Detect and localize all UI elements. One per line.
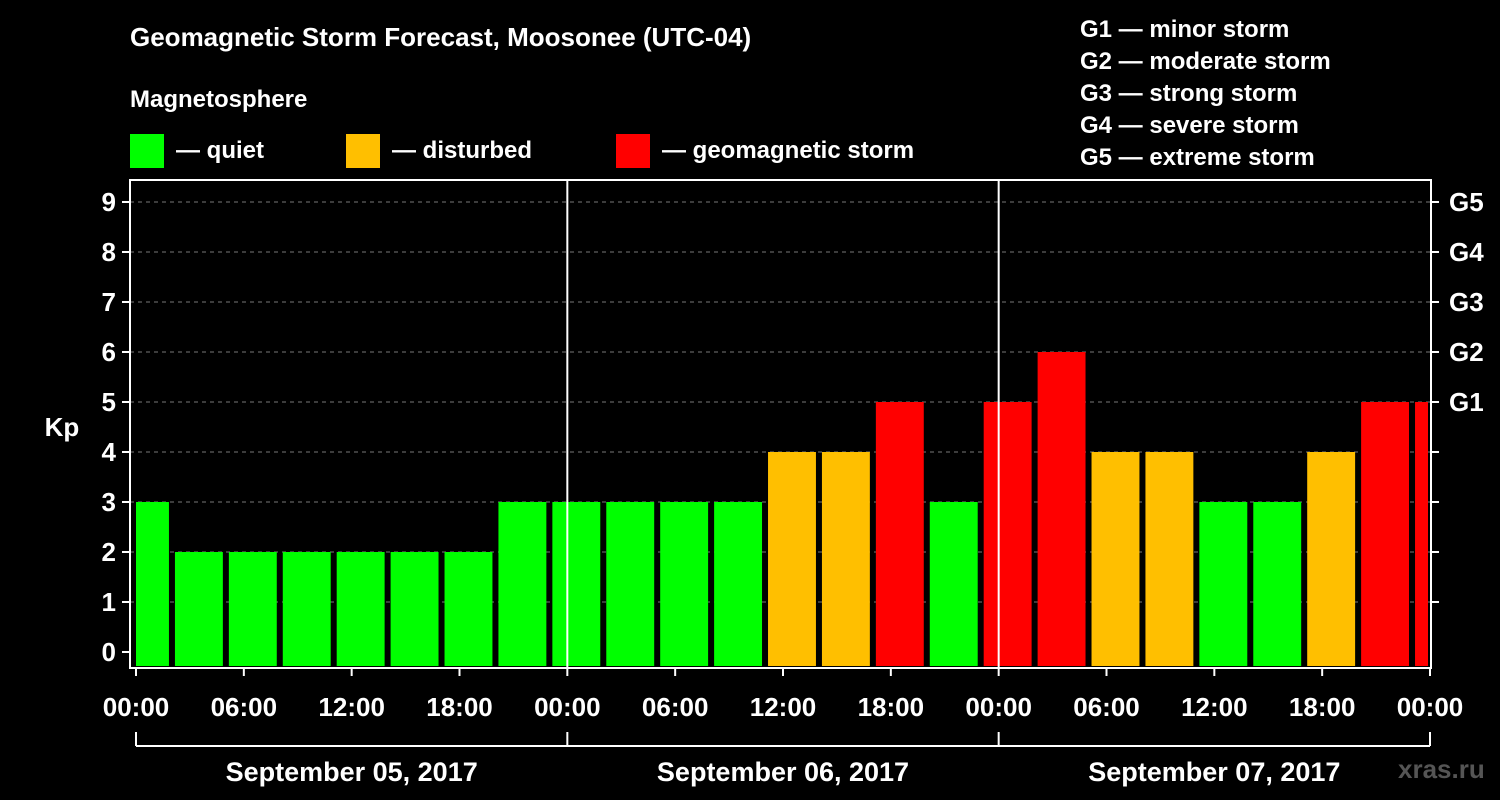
x-tick-label: 18:00 (426, 692, 493, 722)
y-tick-label: 0 (102, 637, 116, 667)
day-label: September 05, 2017 (226, 757, 478, 787)
kp-bar (983, 402, 1032, 666)
watermark: xras.ru (1398, 754, 1485, 784)
x-tick-label: 18:00 (858, 692, 925, 722)
legend-label-disturbed: — disturbed (392, 137, 533, 164)
kp-bar (228, 552, 277, 666)
x-tick-label: 00:00 (534, 692, 601, 722)
plot-frame (129, 179, 1432, 669)
x-tick-label: 18:00 (1289, 692, 1356, 722)
y-tick-label: 3 (102, 487, 116, 517)
y-tick-label: 8 (102, 237, 116, 267)
kp-bar (498, 502, 547, 666)
y-tick-label: 2 (102, 537, 116, 567)
kp-bar (660, 502, 709, 666)
kp-bar (336, 552, 385, 666)
kp-bar (1253, 502, 1302, 666)
kp-bar (714, 502, 763, 666)
x-tick-label: 06:00 (211, 692, 278, 722)
x-tick-label: 06:00 (642, 692, 709, 722)
kp-bar (1199, 502, 1248, 666)
y-tick-label: 9 (102, 187, 116, 217)
kp-bar (768, 452, 816, 666)
x-tick-label: 00:00 (1397, 692, 1464, 722)
x-tick-label: 12:00 (1181, 692, 1248, 722)
storm-scale-g4: G4 — severe storm (1080, 112, 1299, 139)
kp-bar (1415, 402, 1428, 666)
kp-bar (1037, 352, 1086, 666)
storm-scale-g3: G3 — strong storm (1080, 80, 1298, 107)
kp-bar (606, 502, 655, 666)
y-tick-label: 1 (102, 587, 116, 617)
legend-label-storm: — geomagnetic storm (662, 137, 915, 164)
kp-bar (136, 502, 169, 666)
day-label: September 06, 2017 (657, 757, 909, 787)
kp-bar (821, 452, 870, 666)
kp-bar (1145, 452, 1194, 666)
kp-bar (875, 402, 924, 666)
kp-bar (929, 502, 978, 666)
y-axis-label: Kp (45, 412, 80, 442)
storm-scale-legend: G1 — minor storm G2 — moderate storm G3 … (1080, 14, 1331, 174)
x-tick-label: 00:00 (965, 692, 1032, 722)
storm-scale-g2: G2 — moderate storm (1080, 48, 1331, 75)
legend-swatch-storm (616, 134, 650, 168)
kp-bar (1361, 402, 1410, 666)
legend-item-quiet: — quiet (130, 134, 264, 168)
legend-swatch-quiet (130, 134, 164, 168)
y-tick-label: 4 (102, 437, 117, 467)
g-scale-label: G4 (1449, 237, 1484, 267)
kp-bar (1307, 452, 1356, 666)
legend-subtitle: Magnetosphere (130, 86, 308, 113)
x-tick-label: 12:00 (750, 692, 817, 722)
kp-bar (282, 552, 331, 666)
legend-swatch-disturbed (346, 134, 380, 168)
day-label: September 07, 2017 (1088, 757, 1340, 787)
kp-bar (552, 502, 601, 666)
g-scale-label: G2 (1449, 337, 1484, 367)
g-scale-label: G1 (1449, 387, 1484, 417)
g-scale-label: G3 (1449, 287, 1484, 317)
y-tick-label: 5 (102, 387, 116, 417)
chart-title: Geomagnetic Storm Forecast, Moosonee (UT… (130, 22, 752, 52)
x-tick-label: 12:00 (318, 692, 385, 722)
kp-bar (1091, 452, 1140, 666)
storm-scale-g5: G5 — extreme storm (1080, 144, 1315, 171)
legend-label-quiet: — quiet (176, 137, 264, 164)
x-tick-label: 00:00 (103, 692, 170, 722)
x-tick-label: 06:00 (1073, 692, 1140, 722)
y-tick-label: 6 (102, 337, 116, 367)
y-tick-label: 7 (102, 287, 116, 317)
kp-bar (390, 552, 439, 666)
legend-item-storm: — geomagnetic storm (616, 134, 914, 168)
storm-scale-g1: G1 — minor storm (1080, 16, 1290, 43)
g-scale-label: G5 (1449, 187, 1484, 217)
kp-bar (444, 552, 493, 666)
legend-item-disturbed: — disturbed (346, 134, 532, 168)
kp-bar (174, 552, 223, 666)
